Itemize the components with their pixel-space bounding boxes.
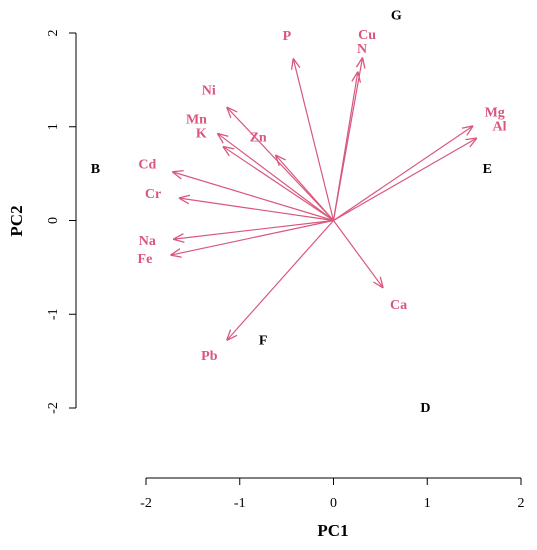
- loading-arrow: [275, 155, 334, 221]
- loading-arrow: [333, 138, 477, 222]
- x-axis-label: PC1: [317, 521, 348, 540]
- x-tick-label: -1: [234, 496, 246, 511]
- loading-label: Na: [139, 234, 156, 249]
- loading-arrow: [333, 220, 384, 289]
- x-tick-label: 0: [330, 496, 337, 511]
- sample-label: B: [91, 162, 100, 177]
- y-tick-label: 1: [46, 123, 61, 130]
- loading-arrow: [227, 107, 334, 221]
- loading-label: Al: [492, 119, 506, 134]
- loading-label: Ca: [390, 298, 407, 313]
- loading-label: K: [196, 126, 207, 141]
- sample-label: G: [391, 8, 402, 23]
- y-tick-label: 2: [46, 30, 61, 37]
- sample-label: F: [259, 334, 268, 349]
- loading-label: Ni: [202, 83, 216, 98]
- loading-arrow: [179, 198, 334, 222]
- loading-arrow: [173, 219, 334, 240]
- loading-arrow: [332, 57, 363, 221]
- loading-label: Zn: [250, 131, 267, 146]
- loading-arrow: [223, 146, 334, 221]
- x-tick-label: -2: [140, 496, 152, 511]
- loading-label: Pb: [201, 349, 218, 364]
- sample-label: E: [483, 162, 492, 177]
- x-tick-label: 1: [424, 496, 431, 511]
- loading-label: Cu: [358, 28, 376, 43]
- loading-arrow: [227, 220, 334, 341]
- y-tick-label: 0: [46, 217, 61, 224]
- y-tick-label: -2: [46, 402, 61, 414]
- loading-arrow: [170, 219, 334, 256]
- loading-arrow: [172, 172, 334, 222]
- y-axis-label: PC2: [7, 205, 26, 236]
- loading-arrow: [217, 133, 334, 221]
- loading-label: Mn: [186, 112, 207, 127]
- loading-arrow: [333, 126, 474, 221]
- loading-label: Fe: [138, 252, 153, 267]
- loading-label: Cr: [145, 187, 161, 202]
- loading-label: N: [357, 42, 367, 57]
- loading-label: P: [283, 29, 292, 44]
- y-tick-label: -1: [46, 308, 61, 320]
- sample-label: D: [420, 401, 430, 416]
- loading-label: Mg: [485, 106, 505, 121]
- x-tick-label: 2: [518, 496, 525, 511]
- loading-arrow: [293, 58, 335, 221]
- loading-label: Cd: [138, 158, 156, 173]
